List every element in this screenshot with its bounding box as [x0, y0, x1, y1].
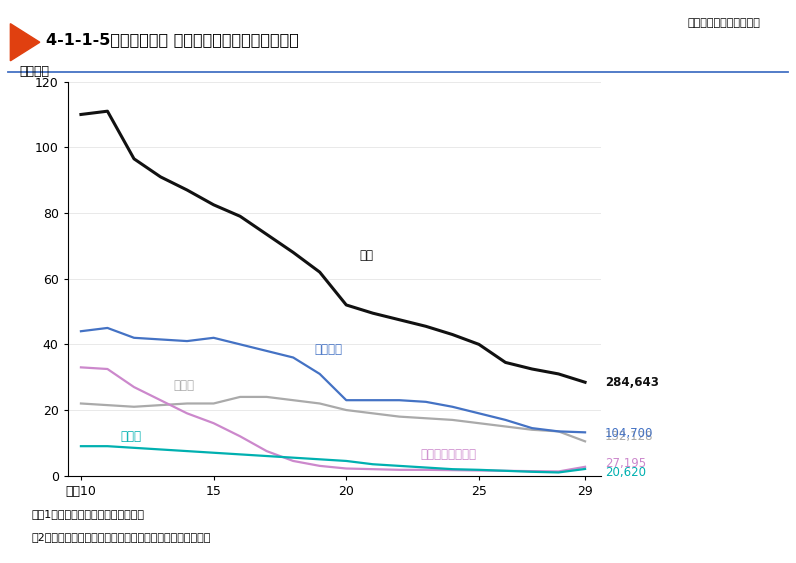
Polygon shape	[10, 24, 40, 61]
Text: 無免許: 無免許	[121, 430, 142, 443]
Text: 27,195: 27,195	[605, 457, 646, 470]
Text: 104,700: 104,700	[605, 427, 654, 440]
Text: 総数: 総数	[360, 249, 373, 262]
Text: 132,128: 132,128	[605, 430, 654, 443]
Text: （万件）: （万件）	[20, 65, 49, 78]
Text: その他: その他	[174, 379, 195, 392]
Text: 20,620: 20,620	[605, 466, 646, 480]
Text: （平成１０年～２９年）: （平成１０年～２９年）	[687, 18, 760, 28]
Text: 速度超過: 速度超過	[314, 342, 342, 356]
Text: 284,643: 284,643	[605, 376, 659, 389]
Text: 酒気帯び・酒酔い: 酒気帯び・酒酔い	[420, 448, 477, 461]
Text: 注　1　警察庁交通局の統計による。: 注 1 警察庁交通局の統計による。	[32, 510, 145, 520]
Text: 2　軽車両等による違反は，「その他」に計上している。: 2 軽車両等による違反は，「その他」に計上している。	[32, 532, 211, 542]
Text: 4-1-1-5図　道交違反 取締件数（送致事件）の推移: 4-1-1-5図 道交違反 取締件数（送致事件）の推移	[46, 32, 299, 47]
